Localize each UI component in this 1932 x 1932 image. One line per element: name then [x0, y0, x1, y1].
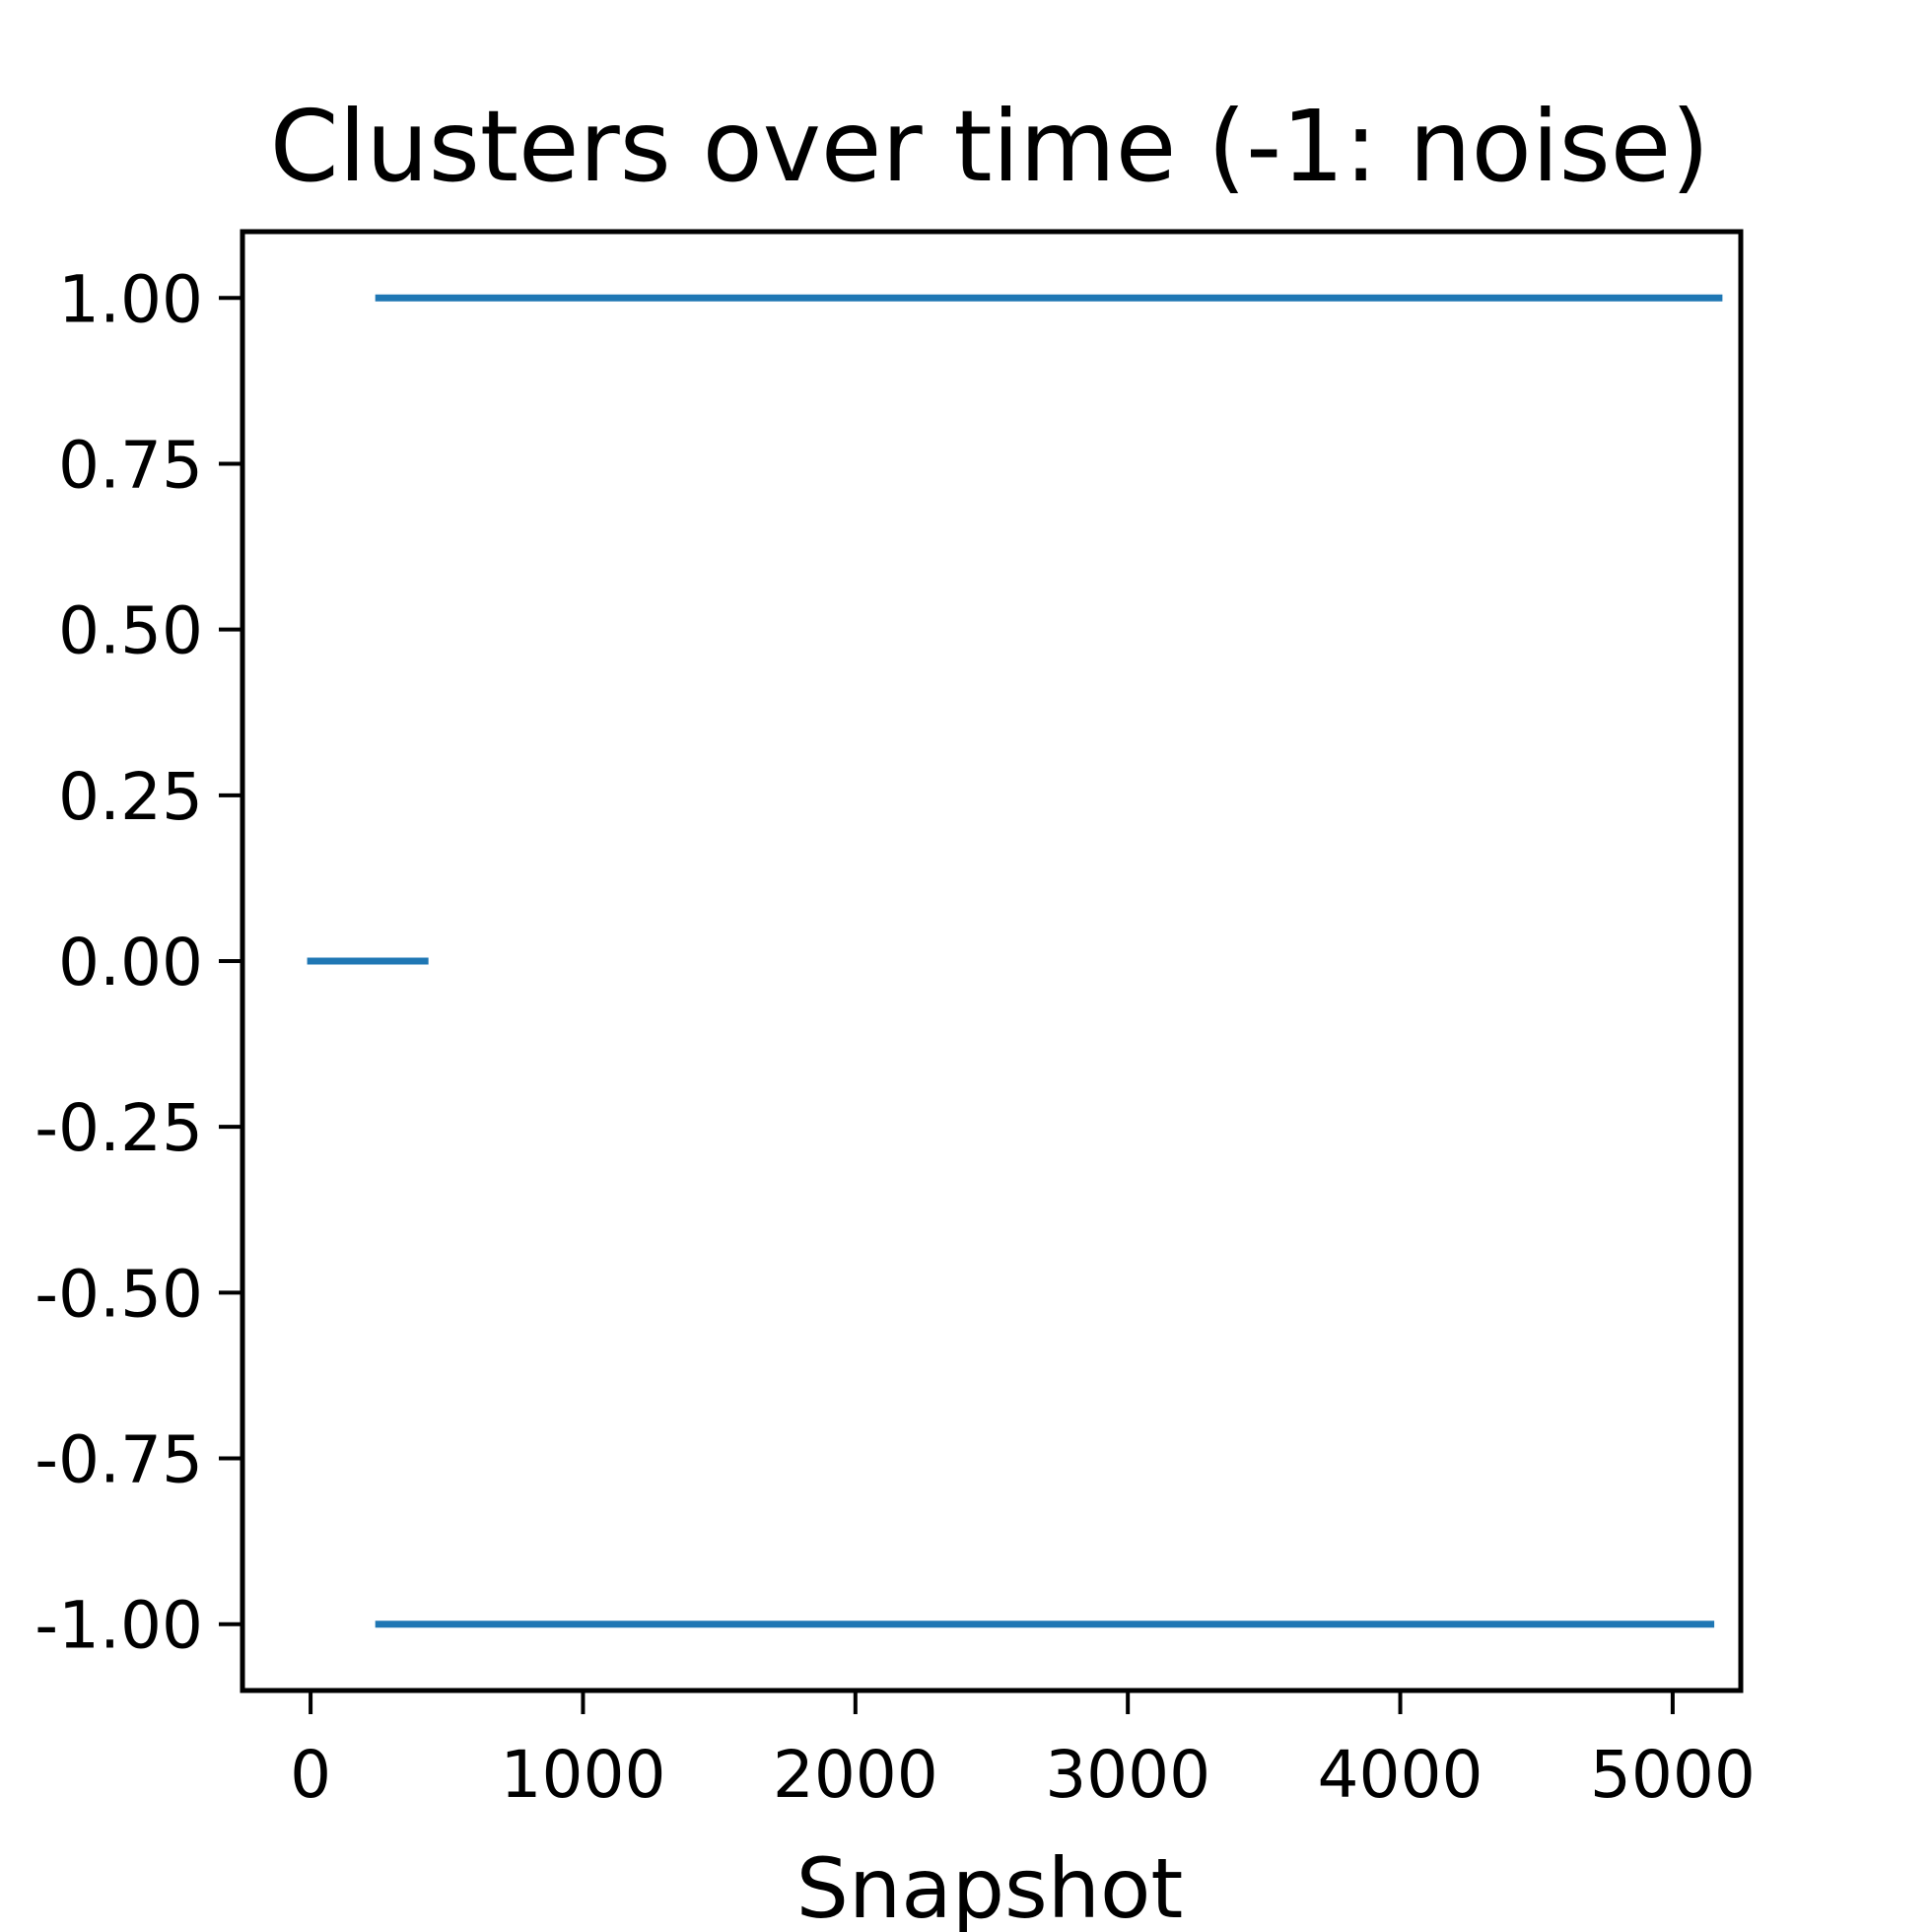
x-tick-label: 0 [290, 1737, 331, 1813]
y-tick-label: -0.25 [34, 1090, 203, 1166]
y-tick-label: 0.00 [58, 925, 203, 1000]
y-tick-label: 0.75 [58, 427, 203, 503]
x-tick-label: 5000 [1590, 1737, 1756, 1813]
chart-title: Clusters over time (-1: noise) [270, 89, 1710, 204]
y-tick-label: -1.00 [34, 1588, 203, 1664]
y-tick-label: 0.50 [58, 593, 203, 669]
x-tick-label: 1000 [500, 1737, 665, 1813]
y-axis-ticks: 1.00 0.75 0.50 0.25 0.00 -0.25 -0.50 -0.75 -1.00 [34, 261, 242, 1664]
x-tick-label: 2000 [773, 1737, 938, 1813]
x-axis-ticks: 0 1000 2000 3000 4000 5000 [290, 1690, 1756, 1813]
x-tick-label: 4000 [1318, 1737, 1484, 1813]
y-tick-label: -0.75 [34, 1422, 203, 1498]
x-tick-label: 3000 [1045, 1737, 1210, 1813]
x-axis-label: Snapshot [796, 1840, 1184, 1932]
y-tick-label: -0.50 [34, 1256, 203, 1332]
y-tick-label: 0.25 [58, 759, 203, 835]
plot-area [307, 294, 1723, 1628]
plot-frame [240, 229, 1744, 1693]
y-tick-label: 1.00 [58, 261, 203, 337]
